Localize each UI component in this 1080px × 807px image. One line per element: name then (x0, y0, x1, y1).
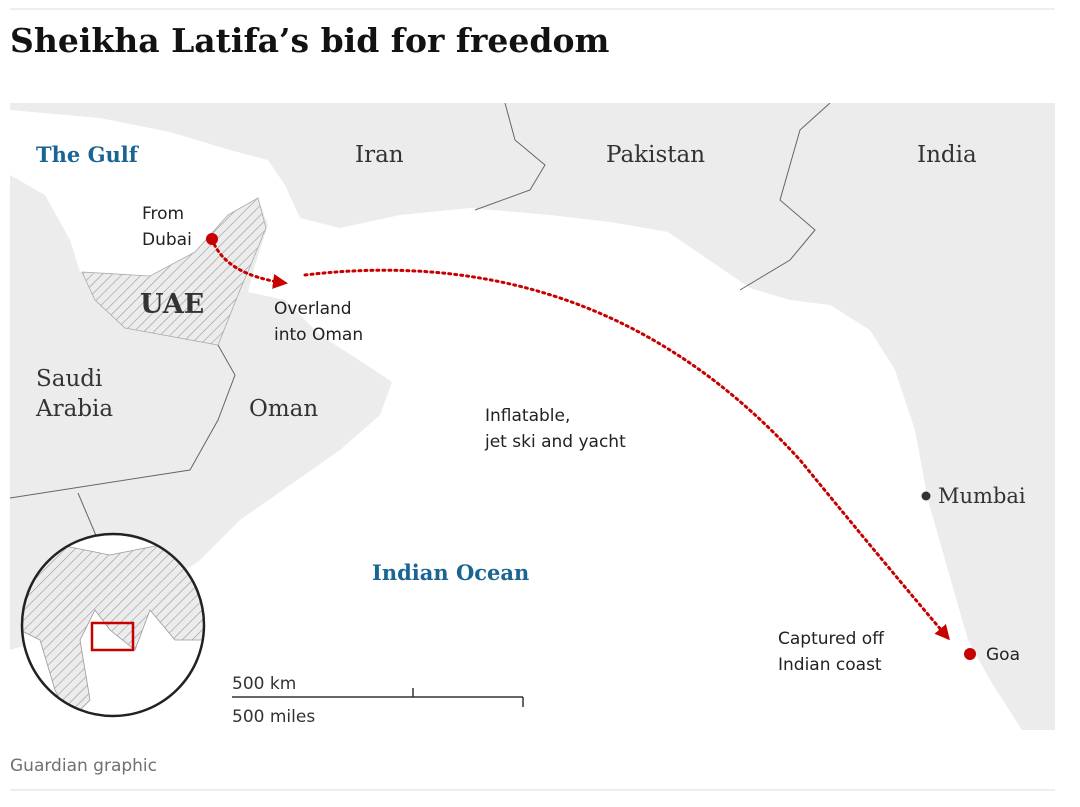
route-label: Captured off (778, 629, 885, 649)
route-sea (303, 268, 950, 641)
route-label: Dubai (142, 230, 192, 250)
scale-label: 500 miles (232, 707, 315, 727)
place-label: The Gulf (36, 142, 140, 167)
route-label: Indian coast (778, 655, 882, 675)
route-label: Overland (274, 299, 352, 319)
end-dot (964, 648, 976, 660)
place-label: Pakistan (606, 142, 705, 168)
route-label: into Oman (274, 325, 363, 345)
route-label: From (142, 204, 184, 224)
city-dot (921, 491, 931, 501)
title: Sheikha Latifa’s bid for freedom (10, 21, 609, 60)
start-dot (206, 233, 218, 245)
scale-label: 500 km (232, 674, 296, 694)
land-north (10, 103, 1055, 730)
place-label: Oman (249, 396, 318, 422)
source: Guardian graphic (10, 756, 157, 776)
place-label: Saudi (36, 366, 102, 392)
place-label: Mumbai (938, 484, 1026, 508)
globe-inset (20, 532, 206, 718)
uae (81, 197, 267, 346)
route-overland (210, 237, 288, 289)
scale-bar: 500 km 500 miles (232, 674, 524, 727)
route-label: jet ski and yacht (484, 432, 626, 452)
borders (10, 103, 831, 546)
place-label: India (917, 142, 977, 168)
place-label: Indian Ocean (372, 560, 529, 585)
route-label: Goa (986, 645, 1020, 665)
place-label: UAE (140, 289, 204, 320)
place-label: Iran (355, 142, 404, 168)
route-label: Inflatable, (485, 406, 570, 426)
place-label: Arabia (35, 396, 113, 422)
